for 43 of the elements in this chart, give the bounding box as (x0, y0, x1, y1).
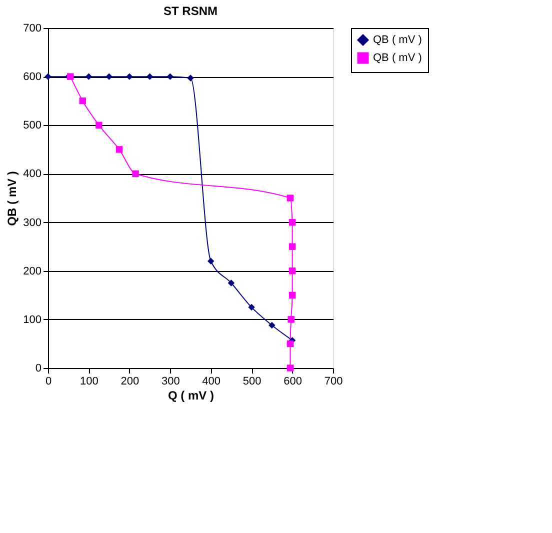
chart-title: ST RSNM (164, 4, 218, 18)
y-tick-label: 500 (23, 120, 42, 132)
y-tick-label: 200 (23, 265, 42, 278)
x-tick-label: 500 (242, 376, 262, 388)
y-tick-label: 300 (23, 216, 42, 229)
point (146, 73, 154, 80)
point (132, 170, 139, 178)
point (96, 122, 102, 128)
point (268, 322, 276, 329)
point (286, 194, 294, 202)
point (187, 74, 194, 82)
point (248, 304, 255, 311)
point (288, 316, 294, 323)
point (85, 73, 92, 80)
x-tick-label: 100 (80, 376, 98, 388)
point (126, 73, 133, 80)
point (106, 73, 112, 80)
y-tick-label: 0 (35, 362, 42, 374)
point (116, 146, 123, 153)
point (208, 258, 214, 264)
y-tick-label: 700 (23, 22, 42, 34)
point (286, 340, 294, 348)
y-axis-title: QB ( mV ) (5, 171, 20, 226)
x-tick-label: 400 (202, 376, 221, 388)
y-tick-label: 600 (23, 71, 42, 84)
y-tick-label: 100 (23, 314, 42, 326)
x-tick-label: 600 (284, 376, 302, 388)
point (286, 364, 294, 372)
point (288, 243, 296, 250)
point (228, 280, 235, 286)
point (288, 268, 296, 274)
y-tick-label: 400 (23, 168, 42, 180)
legend-label: QB ( mV ) (373, 34, 422, 46)
point (79, 98, 86, 104)
x-tick-label: 0 (45, 376, 52, 388)
point (288, 218, 296, 226)
x-tick-label: 200 (120, 376, 140, 388)
point (288, 292, 296, 298)
x-tick-label: 300 (161, 376, 180, 388)
legend-label: QB ( mV ) (373, 52, 422, 64)
x-tick-label: 700 (324, 376, 343, 388)
x-axis-title: Q ( mV ) (168, 388, 214, 402)
point (166, 73, 174, 80)
